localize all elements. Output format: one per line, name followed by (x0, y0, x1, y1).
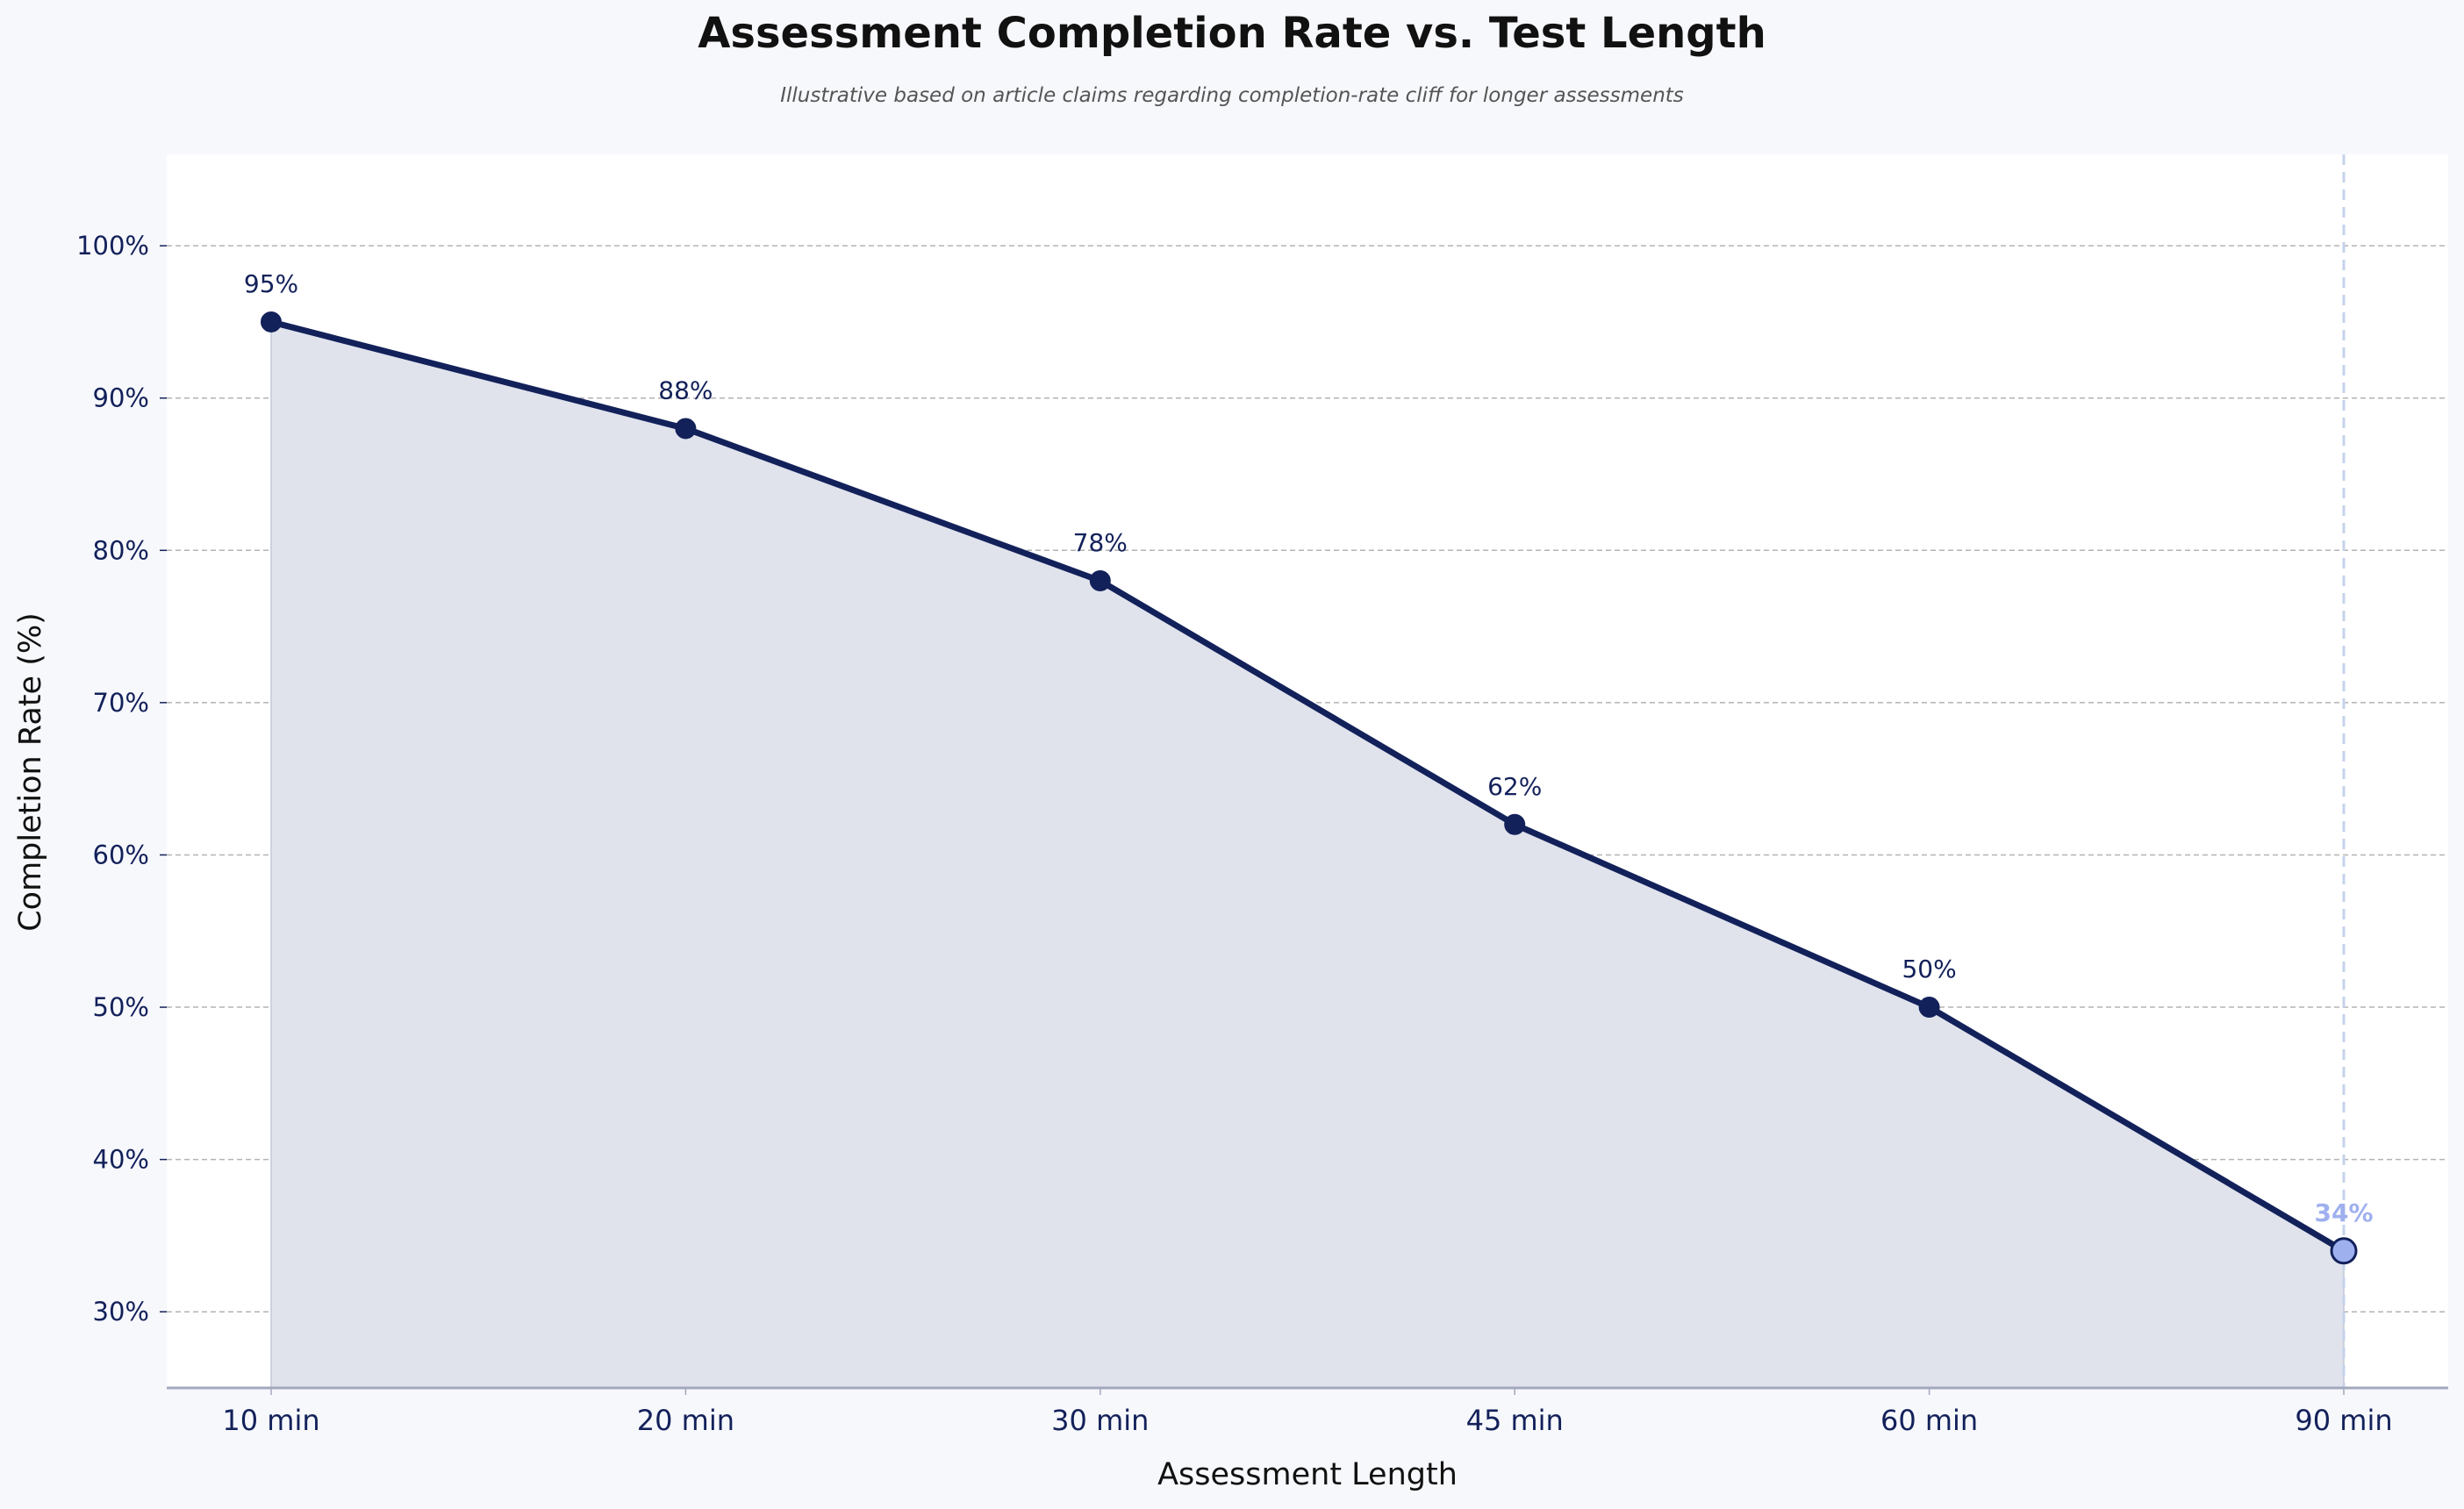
x-tick-label: 90 min (2295, 1404, 2392, 1437)
series-line (270, 318, 2346, 1254)
data-label: 62% (1487, 772, 1542, 801)
data-point (261, 311, 282, 333)
x-tick-label: 45 min (1466, 1404, 1564, 1437)
data-point (1089, 570, 1111, 592)
y-tick-label: 60% (93, 840, 149, 869)
data-point (1918, 997, 1940, 1019)
x-axis-title: Assessment Length (1157, 1457, 1458, 1492)
data-point (675, 418, 697, 440)
y-tick-label: 50% (93, 992, 149, 1022)
data-point (2330, 1237, 2358, 1265)
data-label: 34% (2314, 1198, 2373, 1227)
y-axis-title: Completion Rate (%) (13, 612, 48, 932)
y-tick-label: 90% (93, 383, 149, 413)
chart-title: Assessment Completion Rate vs. Test Leng… (698, 9, 1766, 58)
x-tick-label: 30 min (1051, 1404, 1149, 1437)
y-tick-label: 70% (93, 688, 149, 718)
y-tick-label: 30% (93, 1297, 149, 1327)
label-layer: 95% 88% 78% 62% 50% 34% (244, 269, 2374, 1227)
y-tick-label: 40% (93, 1145, 149, 1175)
data-label: 50% (1902, 955, 1956, 983)
data-point (1504, 813, 1526, 835)
x-tick-label: 10 min (222, 1404, 319, 1437)
line-layer (270, 318, 2346, 1254)
marker-layer (261, 311, 2358, 1265)
axis-layer: 30% 40% 50% 60% 70% 80% 90% 100% 10 min 20 min 30 … (76, 231, 2448, 1437)
data-label: 95% (244, 269, 298, 298)
y-tick-label: 100% (76, 231, 149, 261)
x-tick-label: 60 min (1880, 1404, 1978, 1437)
data-label: 88% (658, 375, 713, 404)
x-tick-label: 20 min (637, 1404, 734, 1437)
y-tick-label: 80% (93, 535, 149, 565)
data-label: 78% (1073, 528, 1128, 557)
chart-subtitle: Illustrative based on article claims reg… (780, 84, 1684, 107)
